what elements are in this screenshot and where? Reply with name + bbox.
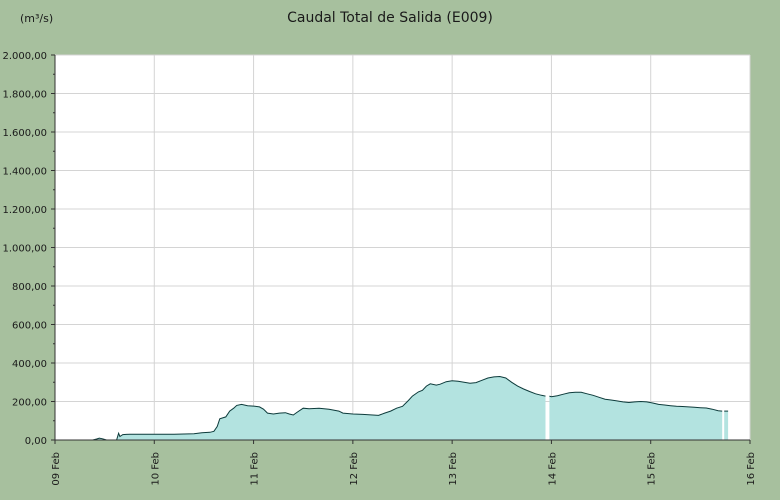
x-tick-label: 09 Feb — [51, 452, 62, 486]
y-tick-label: 1.200,00 — [2, 205, 47, 216]
x-tick-label: 13 Feb — [448, 452, 459, 486]
area-fill-segment — [724, 411, 729, 440]
y-tick-label: 1.400,00 — [2, 167, 47, 178]
y-tick-label: 600,00 — [12, 321, 47, 332]
x-tick-label: 12 Feb — [349, 452, 360, 486]
y-tick-label: 1.800,00 — [2, 90, 47, 101]
y-tick-label: 1.000,00 — [2, 244, 47, 255]
series-line-segment — [549, 391, 723, 412]
x-tick-label: 15 Feb — [647, 452, 658, 486]
series-line-segment — [92, 375, 546, 441]
chart-title: Caudal Total de Salida (E009) — [287, 10, 493, 26]
y-tick-label: 800,00 — [12, 282, 47, 293]
y-tick-label: 400,00 — [12, 359, 47, 370]
x-tick-label: 16 Feb — [746, 452, 757, 486]
y-tick-label: 2.000,00 — [2, 51, 47, 62]
area-fill-segment — [549, 392, 723, 440]
x-tick-label: 10 Feb — [150, 452, 161, 486]
y-tick-label: 200,00 — [12, 398, 47, 409]
y-tick-label: 1.600,00 — [2, 128, 47, 139]
x-tick-label: 14 Feb — [547, 452, 558, 486]
y-axis-unit-label: (m³/s) — [20, 12, 53, 25]
x-tick-label: 11 Feb — [250, 452, 261, 486]
y-tick-label: 0,00 — [25, 436, 47, 447]
